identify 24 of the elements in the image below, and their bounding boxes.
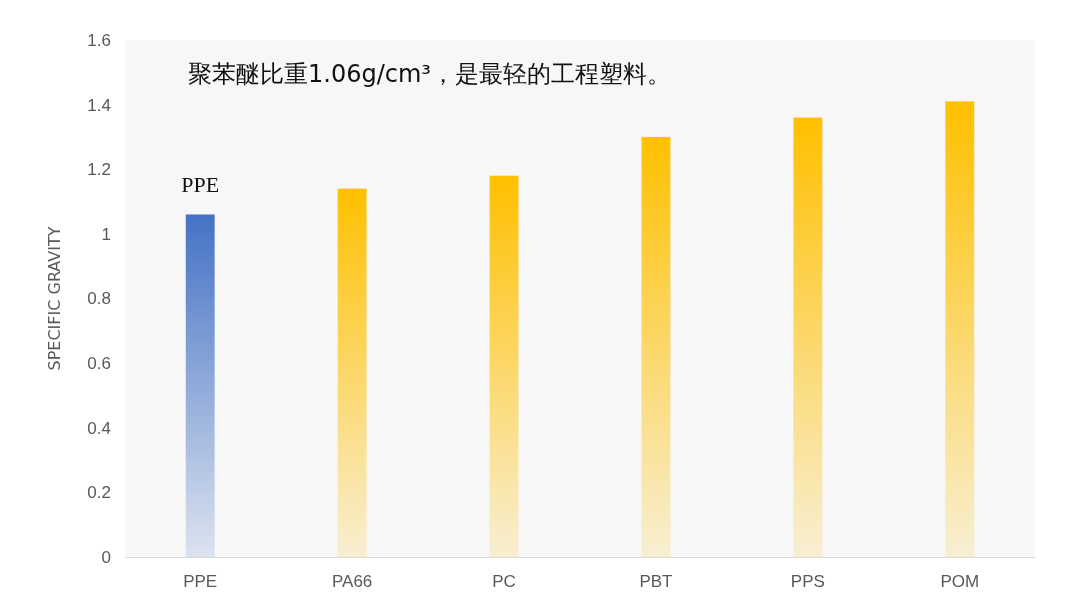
annotation: PPE [181, 172, 220, 198]
y-tick-label: 0 [101, 547, 111, 567]
y-axis-title: SPECIFIC GRAVITY [45, 226, 64, 371]
x-tick-label: PPE [183, 572, 218, 592]
bar [489, 175, 519, 557]
y-tick-label: 1.4 [87, 95, 111, 115]
bar [793, 117, 823, 557]
x-tick-label: PPS [790, 572, 825, 592]
text: 聚苯醚比重1.06g/cm³，是最轻的工程塑料。 [188, 60, 671, 88]
y-tick-label: 0.8 [87, 289, 111, 309]
y-tick-label: 1 [101, 224, 111, 244]
y-tick-label: 1.6 [87, 30, 111, 50]
x-tick-label: PBT [639, 572, 673, 592]
y-tick-label: 0.2 [87, 483, 111, 503]
bar [337, 188, 367, 557]
x-tick-label: PC [492, 572, 516, 592]
y-tick-label: 0.6 [87, 354, 111, 374]
y-tick-label: 1.2 [87, 160, 111, 180]
y-tick-label: 0.4 [87, 418, 111, 438]
bar [641, 136, 671, 557]
bar [185, 214, 215, 557]
bar [945, 101, 975, 557]
x-tick-label: POM [940, 572, 980, 592]
x-tick-label: PA66 [331, 572, 373, 592]
